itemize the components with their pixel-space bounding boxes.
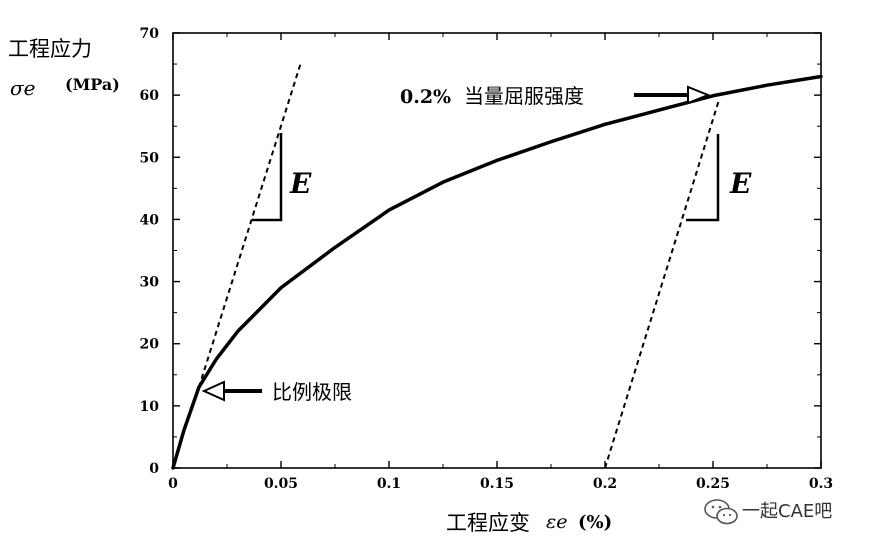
y-axis-symbol: σe [10, 76, 36, 100]
watermark-text: 一起CAE吧 [742, 501, 832, 522]
yield-annotation-label: 当量屈服强度 [464, 84, 584, 108]
y-tick-label: 0 [149, 461, 159, 477]
y-tick-label: 60 [140, 88, 160, 104]
y-axis-label: 工程应力 [8, 37, 92, 61]
x-tick-label: 0.25 [696, 476, 730, 492]
x-tick-label: 0.15 [480, 476, 514, 492]
y-axis-unit: (MPa) [65, 75, 120, 94]
proportional-limit-arrow [201, 380, 262, 402]
modulus-triangle-2 [686, 134, 720, 222]
y-tick-label: 30 [140, 275, 160, 291]
y-tick-label: 10 [140, 399, 160, 415]
x-tick-label: 0.2 [593, 476, 617, 492]
x-tick-label: 0.1 [377, 476, 401, 492]
y-axis: 0 10 20 30 40 50 60 70 [140, 26, 821, 477]
yield-annotation-pct: 0.2% [400, 86, 451, 108]
x-tick-label: 0 [168, 476, 178, 492]
elastic-slope-line-2 [604, 97, 721, 469]
x-axis-unit: (%) [578, 512, 612, 533]
x-axis: 0 0.05 0.1 0.15 0.2 0.25 0.3 [168, 33, 833, 492]
proportional-limit-label: 比例极限 [272, 380, 352, 404]
y-tick-label: 40 [140, 212, 160, 228]
stress-strain-curve [171, 74, 823, 470]
modulus-triangle-1 [252, 133, 283, 222]
y-tick-label: 50 [140, 150, 160, 166]
yield-arrow [634, 85, 711, 105]
wechat-icon [704, 499, 738, 525]
x-tick-label: 0.05 [264, 476, 298, 492]
series-layer [171, 63, 823, 470]
elastic-slope-line-1 [197, 63, 302, 388]
y-tick-label: 20 [140, 337, 160, 353]
x-tick-label: 0.3 [809, 476, 833, 492]
watermark: 一起CAE吧 [704, 499, 832, 525]
modulus-label-2: E [729, 167, 752, 200]
y-tick-label: 70 [140, 26, 160, 42]
modulus-label-1: E [289, 167, 312, 200]
x-axis-label: 工程应变 [446, 511, 530, 535]
x-axis-symbol: εe [546, 511, 567, 533]
